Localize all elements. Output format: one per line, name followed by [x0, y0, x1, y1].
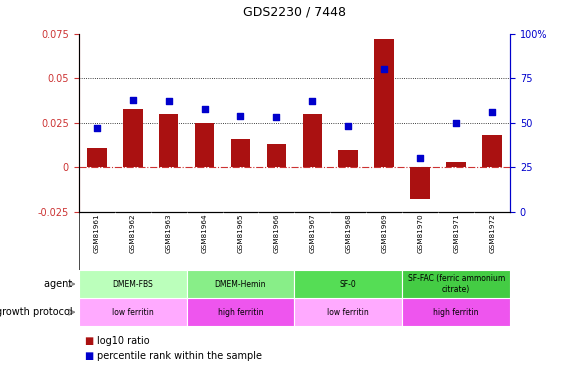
Text: GDS2230 / 7448: GDS2230 / 7448: [243, 6, 346, 19]
Text: DMEM-FBS: DMEM-FBS: [113, 280, 153, 289]
Text: GSM81969: GSM81969: [381, 214, 387, 253]
Bar: [87, 148, 107, 167]
Bar: [187, 270, 294, 298]
Bar: [402, 270, 510, 298]
Bar: [123, 109, 142, 167]
Text: GSM81961: GSM81961: [94, 214, 100, 253]
Text: SF-FAC (ferric ammonium
citrate): SF-FAC (ferric ammonium citrate): [408, 274, 505, 294]
Point: [128, 97, 138, 103]
Point: [416, 155, 425, 161]
Text: ■: ■: [85, 351, 97, 361]
Text: low ferritin: low ferritin: [112, 308, 153, 316]
Text: log10 ratio: log10 ratio: [97, 336, 150, 346]
Bar: [195, 123, 215, 167]
Text: high ferritin: high ferritin: [217, 308, 264, 316]
Bar: [294, 298, 402, 326]
Point: [272, 114, 281, 120]
Text: agent: agent: [44, 279, 76, 289]
Bar: [339, 150, 358, 167]
Text: SF-0: SF-0: [340, 280, 357, 289]
Bar: [79, 298, 187, 326]
Bar: [303, 114, 322, 167]
Point: [487, 109, 497, 115]
Text: GSM81964: GSM81964: [202, 214, 208, 253]
Bar: [231, 139, 250, 167]
Text: percentile rank within the sample: percentile rank within the sample: [97, 351, 262, 361]
Text: GSM81962: GSM81962: [129, 214, 136, 253]
Bar: [402, 298, 510, 326]
Text: GSM81963: GSM81963: [166, 214, 171, 253]
Text: GSM81968: GSM81968: [345, 214, 352, 253]
Bar: [374, 39, 394, 167]
Point: [380, 66, 389, 72]
Text: GSM81967: GSM81967: [310, 214, 315, 253]
Bar: [79, 270, 187, 298]
Point: [308, 99, 317, 105]
Text: GSM81971: GSM81971: [453, 214, 459, 253]
Point: [200, 106, 209, 112]
Text: ■: ■: [85, 336, 97, 346]
Point: [451, 120, 461, 126]
Text: GSM81972: GSM81972: [489, 214, 495, 253]
Bar: [410, 167, 430, 200]
Bar: [294, 270, 402, 298]
Text: GSM81970: GSM81970: [417, 214, 423, 253]
Point: [92, 125, 101, 131]
Bar: [447, 162, 466, 167]
Text: DMEM-Hemin: DMEM-Hemin: [215, 280, 266, 289]
Point: [236, 112, 245, 118]
Text: growth protocol: growth protocol: [0, 307, 76, 317]
Text: high ferritin: high ferritin: [433, 308, 479, 316]
Point: [344, 123, 353, 129]
Text: low ferritin: low ferritin: [328, 308, 369, 316]
Text: GSM81966: GSM81966: [273, 214, 279, 253]
Bar: [187, 298, 294, 326]
Bar: [266, 144, 286, 167]
Text: GSM81965: GSM81965: [237, 214, 244, 253]
Bar: [482, 135, 502, 167]
Point: [164, 99, 173, 105]
Bar: [159, 114, 178, 167]
